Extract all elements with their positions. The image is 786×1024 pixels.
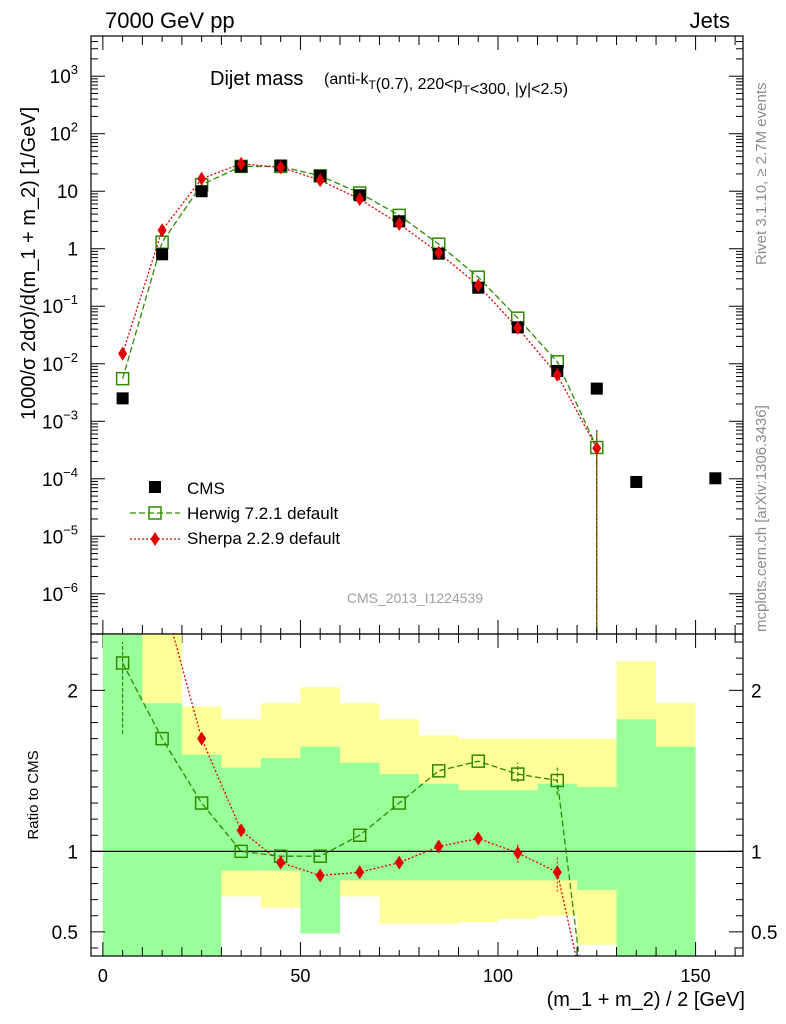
y-tick-label: 10−4 (42, 465, 78, 491)
herwig-line (121, 165, 598, 634)
sherpa-point (513, 320, 523, 335)
sherpa-ratio-point (197, 731, 207, 746)
sherpa-point (592, 441, 602, 456)
herwig-ratio-point (234, 844, 248, 859)
legend-label-cms: CMS (187, 479, 225, 498)
herwig-ratio-point (392, 796, 406, 810)
uncertainty-band-green (577, 786, 617, 890)
uncertainty-band-green (339, 762, 380, 881)
legend: CMS Herwig 7.2.1 default Sherpa 2.2.9 de… (130, 479, 340, 548)
herwig-ratio-point (115, 656, 130, 670)
y-tick-label: 102 (50, 120, 78, 146)
ratio-y-tick-label: 1 (67, 842, 78, 863)
ratio-y-tick-label: 2 (67, 681, 78, 702)
ratio-y-tick-label-right: 1 (751, 842, 762, 863)
uncertainty-band-green (498, 790, 538, 881)
sherpa-ratio-point (276, 855, 286, 870)
sherpa-ratio-point (434, 839, 444, 854)
sherpa-ratio-point (236, 823, 246, 838)
sherpa-point (315, 173, 325, 188)
sherpa-ratio-point (552, 865, 562, 880)
herwig-point (115, 371, 130, 386)
sherpa-point (197, 171, 207, 186)
ratio-panel: 0 50 100 150 0.5 0.5 1 1 2 2 Ratio to CMS (m_1 + … (25, 633, 777, 1011)
plot-title-detail: (anti-kT(0.7), 220<pT<300, |y|<2.5) (324, 71, 568, 98)
mcplots-reference-label: mcplots.cern.ch [arXiv:1306.3436] (753, 405, 770, 632)
sherpa-point (552, 367, 562, 382)
cms-point (709, 472, 722, 485)
legend-marker-herwig (148, 506, 162, 520)
analysis-watermark: CMS_2013_I1224539 (347, 590, 483, 606)
herwig-ratio-point (550, 773, 565, 788)
main-y-axis-label: 1000/σ 2dσ)/d(m_1 + m_2) [1/GeV] (18, 107, 40, 420)
cms-point (156, 248, 169, 261)
sherpa-point (473, 278, 483, 293)
legend-label-sherpa: Sherpa 2.2.9 default (187, 529, 340, 548)
x-tick-label: 50 (290, 966, 310, 986)
uncertainty-band-green (616, 719, 657, 956)
y-tick-label: 10−2 (42, 350, 78, 376)
herwig-ratio-point (471, 754, 485, 768)
rivet-version-label: Rivet 3.1.10, ≥ 2.7M events (753, 83, 770, 266)
uncertainty-band-green (537, 783, 578, 881)
x-axis-label: (m_1 + m_2) / 2 [GeV] (547, 989, 745, 1011)
sherpa-point (355, 192, 365, 207)
herwig-ratio-point (194, 796, 209, 810)
sherpa-point (157, 223, 167, 238)
sherpa-point (236, 156, 246, 171)
cms-point (590, 382, 603, 395)
legend-label-herwig: Herwig 7.2.1 default (187, 504, 338, 523)
legend-marker-cms (149, 481, 161, 493)
legend-marker-sherpa (150, 532, 160, 546)
plot-title: Dijet mass (210, 68, 303, 90)
uncertainty-band-green (181, 754, 222, 956)
y-tick-label: 103 (50, 62, 78, 88)
herwig-ratio-point (155, 731, 169, 746)
x-tick-label: 150 (681, 966, 711, 986)
x-tick-label: 100 (483, 966, 513, 986)
sherpa-point (434, 245, 444, 260)
cms-point (630, 475, 643, 488)
ratio-y-axis-label: Ratio to CMS (25, 750, 42, 839)
sherpa-ratio-point (315, 868, 325, 883)
herwig-ratio-point (313, 849, 327, 863)
sherpa-point (276, 160, 286, 175)
y-tick-label: 10 (57, 182, 78, 203)
cms-point (195, 185, 208, 198)
sherpa-line (121, 163, 598, 634)
sherpa-point (118, 346, 128, 361)
herwig-ratio-point (511, 767, 525, 781)
cms-point (116, 392, 129, 405)
y-tick-label: 10−1 (42, 292, 78, 318)
ratio-y-tick-label-right: 0.5 (751, 923, 777, 944)
y-tick-label: 10−3 (42, 407, 78, 433)
x-tick-label: 0 (98, 966, 108, 986)
sherpa-ratio-point (513, 845, 523, 860)
sherpa-ratio-point (473, 831, 483, 846)
y-tick-label: 10−6 (42, 580, 78, 606)
header-energy-label: 7000 GeV pp (105, 8, 235, 33)
sherpa-ratio-point (355, 865, 365, 880)
herwig-ratio-point (431, 764, 446, 778)
uncertainty-band-green (300, 746, 340, 934)
y-tick-label: 10−5 (42, 522, 78, 548)
herwig-ratio-point (352, 828, 367, 842)
y-tick-label: 1 (67, 240, 78, 261)
main-panel: 10−6 10−5 10−4 10−3 10−2 10−1 1 10 102 103 Dijet … (18, 35, 744, 648)
ratio-y-tick-label: 0.5 (52, 923, 78, 944)
uncertainty-band-green (418, 783, 459, 881)
sherpa-ratio-point (394, 855, 404, 870)
ratio-panel-frame (90, 633, 744, 957)
header-process-label: Jets (690, 8, 730, 33)
sherpa-point (394, 216, 404, 231)
herwig-point (155, 235, 169, 249)
ratio-y-tick-label-right: 2 (751, 681, 762, 702)
